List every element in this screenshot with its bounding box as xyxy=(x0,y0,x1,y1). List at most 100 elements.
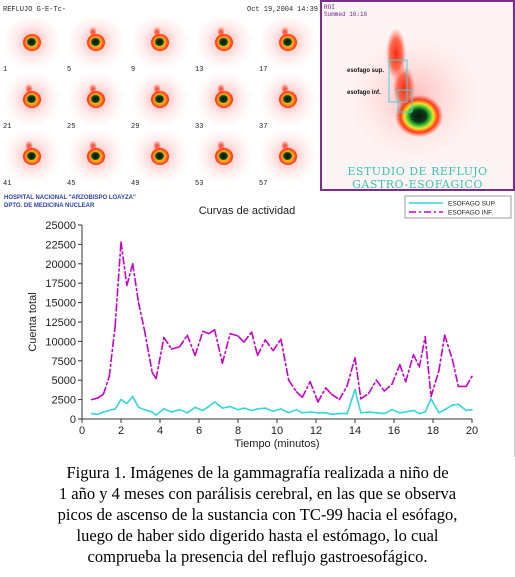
esofago-inf-segment xyxy=(250,331,259,357)
esofago-inf-segment xyxy=(412,353,421,368)
frame-number: 1 xyxy=(3,66,8,74)
y-tick-label: 7500 xyxy=(52,356,76,368)
esofago-sup-segment xyxy=(399,411,407,414)
hospital-name: HOSPITAL NACIONAL "ARZOBISPO LOAYZA" xyxy=(4,195,136,201)
esofago-sup-segment xyxy=(143,408,153,413)
esofago-inf-segment xyxy=(272,338,282,352)
figure-caption: Figura 1. Imágenes de la gammagrafía rea… xyxy=(0,462,515,567)
esofago-sup-segment xyxy=(151,411,157,416)
esofago-inf-segment xyxy=(367,379,378,395)
esofago-inf-segment xyxy=(96,393,105,399)
scan-frame: 57 xyxy=(256,132,320,189)
hospital-header: HOSPITAL NACIONAL "ARZOBISPO LOAYZA" DPT… xyxy=(4,195,136,210)
frame-number: 41 xyxy=(3,180,12,188)
scan-frame: 53 xyxy=(192,132,256,189)
esofago-inf-segment xyxy=(186,334,196,357)
frame-number: 5 xyxy=(67,66,72,74)
esofago-inf-segment xyxy=(338,384,349,401)
scan-frame: 45 xyxy=(64,132,128,189)
caption-line-3: picos de ascenso de la sustancia con TC-… xyxy=(57,505,458,524)
esofago-sup-segment xyxy=(194,406,204,412)
esofago-sup-segment xyxy=(229,405,239,411)
frame-number: 13 xyxy=(195,66,204,74)
esofago-sup-segment xyxy=(367,411,378,414)
frame-number: 45 xyxy=(67,180,76,188)
y-axis-label: Cuenta total xyxy=(27,292,39,351)
esofago-inf-segment xyxy=(163,336,173,350)
esofago-sup-segment xyxy=(457,403,467,412)
esofago-inf-segment xyxy=(131,263,140,304)
esofago-inf-segment xyxy=(324,387,333,395)
roi-header-summed: Summed 16:16 xyxy=(324,11,368,18)
roi-study-title-line2: GASTRO-ESOFAGICO xyxy=(352,178,483,191)
esofago-sup-segment xyxy=(383,408,393,415)
esofago-sup-segment xyxy=(309,411,319,414)
esofago-sup-segment xyxy=(207,401,216,408)
esofago-sup-segment xyxy=(360,411,370,414)
roi-header-title: ROI xyxy=(324,4,335,11)
frame-number: 21 xyxy=(3,123,12,131)
esofago-sup-segment xyxy=(250,408,259,412)
esofago-sup-segment xyxy=(354,388,362,414)
esofago-sup-segment xyxy=(114,398,122,410)
roi-box-lower xyxy=(397,89,413,113)
esofago-sup-segment xyxy=(272,408,282,413)
esofago-sup-segment xyxy=(131,395,140,409)
esofago-sup-segment xyxy=(213,401,224,409)
esofago-sup-segment xyxy=(96,411,105,416)
esofago-sup-segment xyxy=(404,409,415,413)
roi-header: ROI Summed 16:16 xyxy=(324,4,367,18)
esofago-inf-segment xyxy=(418,335,427,368)
esofago-sup-segment xyxy=(237,407,245,411)
esofago-inf-segment xyxy=(451,359,460,388)
frame-number: 29 xyxy=(131,123,140,131)
y-tick-label: 22500 xyxy=(45,239,76,251)
x-tick-label: 12 xyxy=(310,425,322,437)
esofago-inf-segment xyxy=(143,328,153,374)
scan-frame: 29 xyxy=(128,75,192,132)
scan-frame: 17 xyxy=(256,18,320,75)
frame-number: 17 xyxy=(259,66,268,74)
esofago-sup-segment xyxy=(295,408,304,414)
esofago-sup-segment xyxy=(301,411,311,414)
esofago-inf-segment xyxy=(404,353,415,383)
scan-frame: 49 xyxy=(128,132,192,189)
caption-line-5: comprueba la presencia del reflujo gastr… xyxy=(87,547,428,566)
esofago-inf-segment xyxy=(330,393,341,401)
caption-line-4: luego de haber sido digerido hasta el es… xyxy=(76,526,439,545)
esofago-inf-segment xyxy=(202,330,210,335)
esofago-sup-segment xyxy=(330,412,341,416)
esofago-inf-segment xyxy=(360,392,370,400)
esofago-sup-segment xyxy=(443,404,454,411)
esofago-inf-segment xyxy=(354,356,362,400)
scan-header: REFLUJO G-E-Tc- Oct 19,2004 14:39 xyxy=(0,0,320,18)
roi-stomach-activity xyxy=(395,95,443,137)
esofago-sup-segment xyxy=(90,412,99,416)
esofago-inf-segment xyxy=(301,380,311,399)
x-tick-label: 10 xyxy=(271,425,283,437)
esofago-sup-segment xyxy=(155,408,165,416)
y-tick-label: 20000 xyxy=(45,259,76,271)
esofago-sup-segment xyxy=(412,409,421,415)
y-tick-label: 2500 xyxy=(52,395,76,407)
x-tick-label: 20 xyxy=(466,425,478,437)
x-tick-label: 2 xyxy=(118,425,124,437)
esofago-inf-segment xyxy=(221,332,231,364)
frame-number: 9 xyxy=(131,66,136,74)
legend-label: ESOFAGO SUP. xyxy=(448,201,496,208)
esofago-inf-segment xyxy=(207,328,216,335)
scan-frame: 1 xyxy=(0,18,64,75)
esofago-inf-segment xyxy=(90,397,99,401)
scan-date: Oct 19,2004 xyxy=(247,6,294,14)
esofago-inf-segment xyxy=(194,330,204,357)
esofago-sup-segment xyxy=(451,403,460,406)
y-tick-label: 0 xyxy=(70,414,76,426)
esofago-inf-segment xyxy=(108,325,116,378)
esofago-sup-segment xyxy=(375,411,386,415)
scan-frame: 37 xyxy=(256,75,320,132)
scan-frame: 5 xyxy=(64,18,128,75)
hospital-department: DPTO. DE MEDICINA NUCLEAR xyxy=(4,202,95,209)
esofago-inf-segment xyxy=(438,334,446,372)
roi-scan-image xyxy=(344,28,484,162)
esofago-inf-segment xyxy=(317,387,327,403)
